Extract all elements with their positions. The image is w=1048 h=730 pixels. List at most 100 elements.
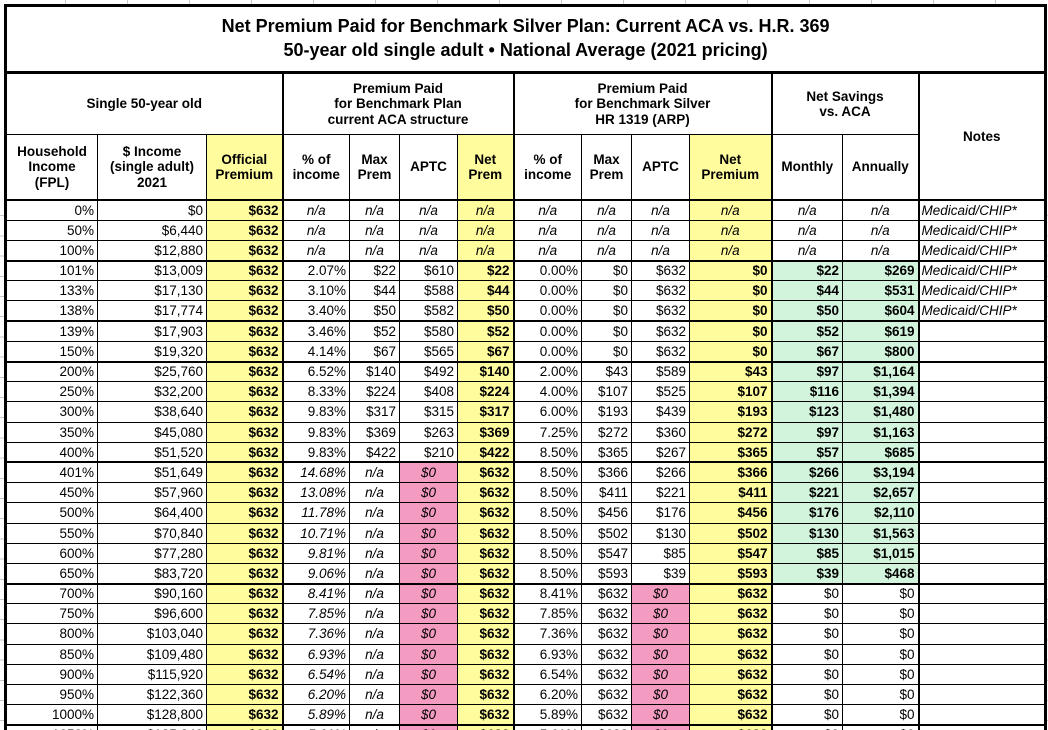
cell-arp-aptc[interactable]: $0	[631, 724, 690, 730]
cell-arp-aptc[interactable]: $266	[631, 461, 690, 484]
cell-aca-aptc[interactable]: $0	[399, 542, 458, 564]
cell-annually[interactable]: $1,164	[842, 360, 920, 383]
cell-official[interactable]: $632	[206, 199, 284, 221]
cell-aca-aptc[interactable]: $408	[399, 381, 458, 403]
cell-arp-max[interactable]: $456	[581, 502, 632, 524]
cell-official[interactable]: $632	[206, 360, 284, 383]
cell-aca-max[interactable]: $317	[349, 401, 400, 423]
cell-aca-net[interactable]: $632	[457, 482, 515, 504]
cell-arp-max[interactable]: $411	[581, 482, 632, 504]
cell-official[interactable]: $632	[206, 300, 284, 323]
cell-note[interactable]: Medicaid/CHIP*	[917, 300, 1047, 323]
cell-annually[interactable]: $531	[842, 280, 920, 302]
cell-arp-pct[interactable]: 4.00%	[513, 381, 582, 403]
cell-income[interactable]: $25,760	[97, 360, 207, 383]
cell-official[interactable]: $632	[206, 219, 284, 241]
cell-arp-max[interactable]: $0	[581, 340, 632, 363]
cell-aca-max[interactable]: n/a	[349, 583, 400, 605]
cell-arp-aptc[interactable]: $0	[631, 663, 690, 686]
cell-aca-net[interactable]: $632	[457, 603, 515, 625]
cell-official[interactable]: $632	[206, 401, 284, 423]
cell-monthly[interactable]: $0	[771, 603, 843, 625]
cell-aca-max[interactable]: n/a	[349, 704, 400, 726]
cell-monthly[interactable]: n/a	[771, 219, 843, 241]
cell-aca-aptc[interactable]: $610	[399, 260, 458, 282]
cell-official[interactable]: $632	[206, 482, 284, 504]
cell-income[interactable]: $32,200	[97, 381, 207, 403]
cell-income[interactable]: $122,360	[97, 683, 207, 706]
cell-aca-net[interactable]: $632	[457, 704, 515, 726]
cell-monthly[interactable]: $266	[771, 461, 843, 484]
cell-aca-aptc[interactable]: $0	[399, 643, 458, 665]
cell-annually[interactable]: $0	[842, 643, 920, 665]
cell-aca-aptc[interactable]: $315	[399, 401, 458, 423]
cell-aca-net[interactable]: $224	[457, 381, 515, 403]
cell-fpl[interactable]: 350%	[5, 421, 98, 443]
cell-note[interactable]	[917, 603, 1047, 625]
cell-arp-max[interactable]: $272	[581, 421, 632, 443]
cell-arp-net[interactable]: $0	[689, 320, 773, 342]
cell-arp-net[interactable]: $632	[689, 583, 773, 605]
cell-note[interactable]	[917, 461, 1047, 484]
cell-aca-net[interactable]: $22	[457, 260, 515, 282]
cell-note[interactable]: Medicaid/CHIP*	[917, 219, 1047, 241]
cell-aca-net[interactable]: $50	[457, 300, 515, 323]
cell-income[interactable]: $77,280	[97, 542, 207, 564]
cell-annually[interactable]: $800	[842, 340, 920, 363]
cell-arp-pct[interactable]: 5.61%	[513, 724, 582, 730]
cell-fpl[interactable]: 139%	[5, 320, 98, 342]
cell-arp-aptc[interactable]: $525	[631, 381, 690, 403]
cell-aca-net[interactable]: $632	[457, 522, 515, 544]
cell-aca-aptc[interactable]: $0	[399, 502, 458, 524]
cell-aca-net[interactable]: $632	[457, 502, 515, 524]
cell-arp-aptc[interactable]: $221	[631, 482, 690, 504]
cell-official[interactable]: $632	[206, 562, 284, 585]
cell-arp-pct[interactable]: 6.20%	[513, 683, 582, 706]
cell-arp-aptc[interactable]: n/a	[631, 219, 690, 241]
cell-aca-max[interactable]: $52	[349, 320, 400, 342]
cell-arp-pct[interactable]: 0.00%	[513, 320, 582, 342]
cell-annually[interactable]: $468	[842, 562, 920, 585]
cell-arp-net[interactable]: $632	[689, 643, 773, 665]
cell-arp-pct[interactable]: 7.25%	[513, 421, 582, 443]
cell-arp-max[interactable]: $43	[581, 360, 632, 383]
cell-arp-aptc[interactable]: $0	[631, 583, 690, 605]
cell-aca-net[interactable]: $52	[457, 320, 515, 342]
cell-arp-net[interactable]: $272	[689, 421, 773, 443]
cell-note[interactable]	[917, 724, 1047, 730]
cell-annually[interactable]: $0	[842, 704, 920, 726]
cell-fpl[interactable]: 133%	[5, 280, 98, 302]
cell-arp-net[interactable]: $632	[689, 623, 773, 645]
cell-aca-max[interactable]: n/a	[349, 219, 400, 241]
cell-fpl[interactable]: 50%	[5, 219, 98, 241]
cell-aca-pct[interactable]: 9.83%	[282, 421, 350, 443]
cell-aca-pct[interactable]: 4.14%	[282, 340, 350, 363]
cell-income[interactable]: $135,240	[97, 724, 207, 730]
cell-income[interactable]: $45,080	[97, 421, 207, 443]
cell-aca-net[interactable]: $317	[457, 401, 515, 423]
cell-aca-max[interactable]: $67	[349, 340, 400, 363]
cell-arp-max[interactable]: $547	[581, 542, 632, 564]
cell-aca-pct[interactable]: 5.61%	[282, 724, 350, 730]
cell-aca-pct[interactable]: 3.40%	[282, 300, 350, 323]
cell-aca-net[interactable]: $632	[457, 623, 515, 645]
cell-fpl[interactable]: 0%	[5, 199, 98, 221]
cell-arp-max[interactable]: $632	[581, 623, 632, 645]
cell-aca-pct[interactable]: 3.10%	[282, 280, 350, 302]
cell-monthly[interactable]: $116	[771, 381, 843, 403]
cell-note[interactable]	[917, 360, 1047, 383]
cell-aca-pct[interactable]: n/a	[282, 219, 350, 241]
cell-arp-pct[interactable]: 6.54%	[513, 663, 582, 686]
cell-aca-pct[interactable]: n/a	[282, 239, 350, 262]
cell-note[interactable]	[917, 401, 1047, 423]
cell-aca-pct[interactable]: 11.78%	[282, 502, 350, 524]
cell-arp-net[interactable]: $0	[689, 300, 773, 323]
cell-aca-max[interactable]: n/a	[349, 522, 400, 544]
cell-monthly[interactable]: $123	[771, 401, 843, 423]
cell-note[interactable]	[917, 320, 1047, 342]
cell-arp-aptc[interactable]: $0	[631, 603, 690, 625]
cell-aca-max[interactable]: $22	[349, 260, 400, 282]
cell-arp-net[interactable]: $0	[689, 340, 773, 363]
cell-monthly[interactable]: $0	[771, 724, 843, 730]
cell-income[interactable]: $64,400	[97, 502, 207, 524]
